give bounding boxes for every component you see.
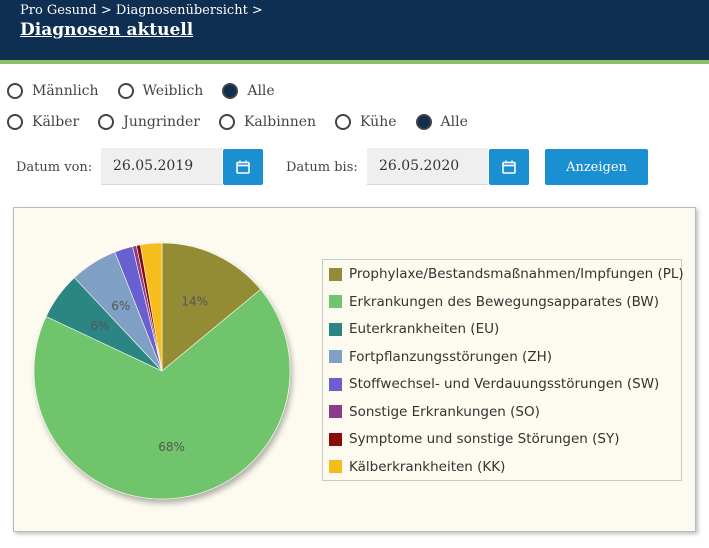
- legend-swatch: [329, 295, 342, 308]
- legend-item[interactable]: Kälberkrankheiten (KK): [329, 457, 505, 477]
- radio-circle-icon: [218, 114, 235, 130]
- radio-label: Alle: [247, 83, 275, 99]
- date-from-label: Datum von:: [16, 160, 93, 175]
- radio-selected-icon: [415, 114, 432, 130]
- radio-label: Kühe: [360, 114, 397, 130]
- radio-circle-icon: [335, 114, 352, 130]
- radio-circle-icon: [98, 114, 115, 130]
- legend-item[interactable]: Stoffwechsel- und Verdauungsstörungen (S…: [329, 374, 659, 394]
- date-to-input[interactable]: [367, 148, 488, 185]
- radio-jungrinder[interactable]: Jungrinder: [98, 114, 200, 130]
- radio-label: Männlich: [32, 83, 99, 99]
- radio-group-alle[interactable]: Alle: [415, 114, 468, 130]
- pie-slice-0[interactable]: [161, 242, 262, 372]
- legend-label: Euterkrankheiten (EU): [349, 321, 500, 337]
- radio-label: Kalbinnen: [243, 114, 317, 130]
- date-filter: Datum von: Datum bis: Anzeigen: [0, 148, 709, 186]
- chart-legend: Prophylaxe/Bestandsmaßnahmen/Impfungen (…: [322, 259, 684, 481]
- pie-chart: 14% 68% 6%6%: [33, 242, 291, 500]
- legend-label: Erkrankungen des Bewegungsapparates (BW): [349, 293, 660, 310]
- page-header: Pro Gesund > Diagnosenübersicht > Diagno…: [0, 0, 709, 64]
- radio-kaelber[interactable]: Kälber: [7, 114, 79, 130]
- show-button[interactable]: Anzeigen: [545, 149, 648, 185]
- radio-label: Alle: [440, 114, 468, 130]
- radio-circle-icon: [117, 83, 134, 99]
- legend-swatch: [329, 322, 342, 336]
- legend-item[interactable]: Erkrankungen des Bewegungsapparates (BW): [329, 292, 659, 312]
- radio-circle-icon: [7, 114, 23, 130]
- legend-item[interactable]: Symptome und sonstige Störungen (SY): [329, 429, 620, 449]
- legend-swatch: [329, 377, 342, 391]
- group-filter: Kälber Jungrinder Kalbinnen Kühe Alle: [7, 110, 487, 134]
- legend-label: Symptome und sonstige Störungen (SY): [349, 431, 620, 447]
- pie-chart-panel: 14% 68% 6% 6% Prophylaxe/Bestandsmaßnahmen/…: [13, 207, 696, 532]
- radio-label: Jungrinder: [123, 114, 200, 130]
- radio-kuehe[interactable]: Kühe: [335, 114, 397, 130]
- page-title[interactable]: Diagnosen aktuell: [20, 20, 194, 40]
- radio-selected-icon: [222, 83, 239, 99]
- date-to-label: Datum bis:: [286, 160, 358, 175]
- legend-item[interactable]: Prophylaxe/Bestandsmaßnahmen/Impfungen (…: [329, 264, 684, 284]
- legend-item[interactable]: Fortpflanzungsstörungen (ZH): [329, 347, 552, 367]
- radio-circle-icon: [7, 83, 23, 99]
- legend-swatch: [329, 460, 342, 473]
- date-to-calendar-button[interactable]: [489, 149, 529, 185]
- legend-label: Stoffwechsel- und Verdauungsstörungen (S…: [349, 376, 660, 392]
- radio-maennlich[interactable]: Männlich: [7, 83, 99, 99]
- legend-label: Fortpflanzungsstörungen (ZH): [349, 348, 552, 365]
- legend-item[interactable]: Sonstige Erkrankungen (SO): [329, 402, 540, 422]
- calendar-icon: [502, 160, 516, 174]
- legend-item[interactable]: Euterkrankheiten (EU): [329, 319, 499, 339]
- pie-slice-7[interactable]: [140, 242, 163, 372]
- radio-kalbinnen[interactable]: Kalbinnen: [218, 114, 317, 130]
- legend-label: Sonstige Erkrankungen (SO): [349, 403, 540, 420]
- pie-data-label: 6%: [111, 299, 130, 313]
- date-from-calendar-button[interactable]: [223, 149, 263, 185]
- legend-swatch: [329, 405, 342, 418]
- legend-swatch: [329, 267, 342, 281]
- pie-data-label: 68%: [158, 440, 185, 454]
- legend-swatch: [329, 350, 342, 363]
- pie-data-label: 6%: [90, 319, 109, 333]
- radio-weiblich[interactable]: Weiblich: [117, 83, 204, 99]
- radio-label: Weiblich: [142, 83, 204, 99]
- pie-data-label: 14%: [181, 295, 208, 309]
- radio-label: Kälber: [32, 114, 80, 130]
- gender-filter: Männlich Weiblich Alle: [7, 79, 294, 103]
- legend-swatch: [329, 432, 342, 446]
- pie-slice-1[interactable]: [33, 288, 291, 500]
- breadcrumb[interactable]: Pro Gesund > Diagnosenübersicht >: [20, 3, 263, 18]
- calendar-icon: [236, 160, 250, 174]
- radio-gender-alle[interactable]: Alle: [222, 83, 275, 99]
- date-from-input[interactable]: [101, 148, 222, 185]
- legend-label: Kälberkrankheiten (KK): [349, 458, 506, 475]
- legend-label: Prophylaxe/Bestandsmaßnahmen/Impfungen (…: [349, 266, 684, 282]
